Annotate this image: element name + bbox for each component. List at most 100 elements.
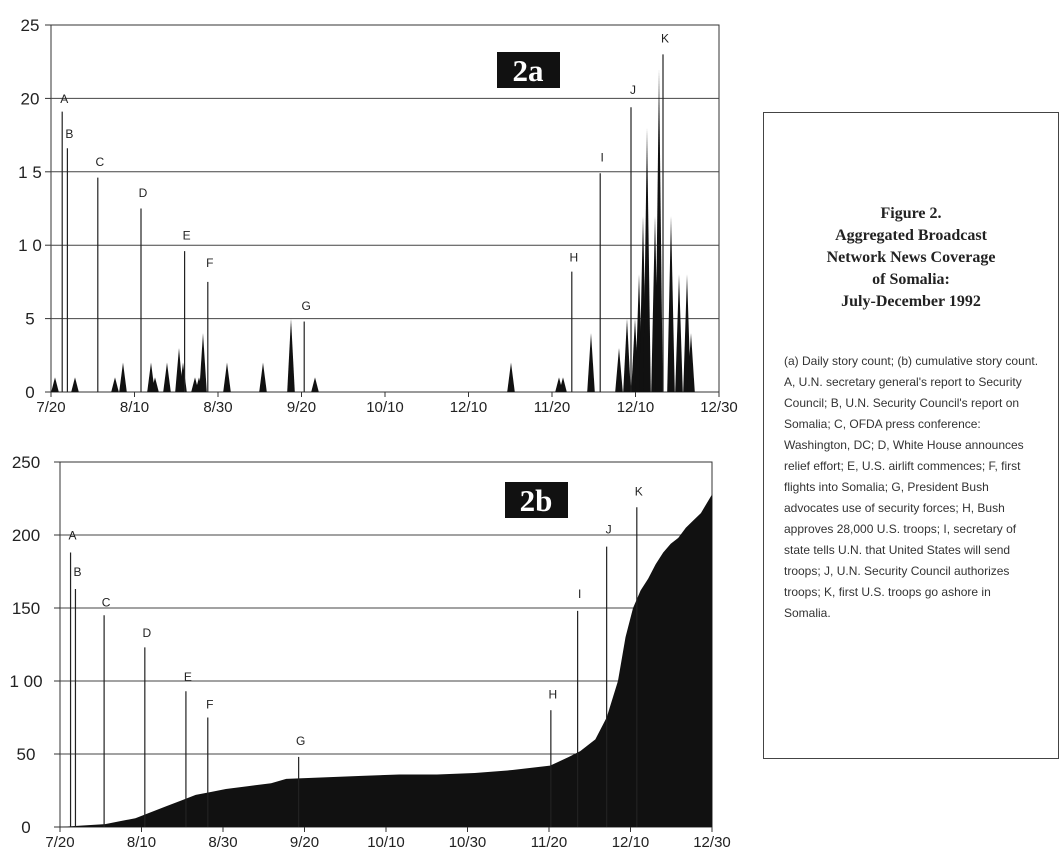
event-marker-label-i: I	[601, 151, 604, 165]
caption-title-line: July-December 1992	[841, 293, 981, 310]
y-tick-label: 200	[12, 526, 40, 545]
markers-2a: A B C D E F G H I J K	[60, 32, 669, 392]
area-2b	[60, 494, 713, 827]
event-marker-label-g: G	[296, 734, 305, 748]
daily-count-spike	[615, 347, 623, 392]
x-tick-label: 8/10	[120, 399, 149, 416]
x-tick-label: 12/30	[700, 399, 738, 416]
event-marker-label-a: A	[69, 528, 77, 542]
x-tick-label: 10/10	[366, 399, 404, 416]
panel-tag-bg-2a	[497, 52, 560, 88]
x-tick-label: 11/20	[534, 399, 570, 416]
daily-count-spike	[71, 377, 79, 392]
daily-count-spike	[643, 127, 651, 392]
daily-count-spike	[667, 215, 675, 392]
panel-tag-2b: 2b	[520, 483, 553, 518]
x-tick-label: 11/20	[531, 834, 567, 851]
x-tick-label: 9/20	[290, 834, 319, 851]
event-marker-label-k: K	[635, 485, 643, 499]
x-tick-label: 12/10	[617, 399, 655, 416]
daily-count-spike	[559, 377, 567, 392]
x-axis-2b: 7/20 8/10 8/30 9/20 10/10 10/30 11/20 12/10 12/3…	[45, 827, 731, 851]
y-tick-label: 50	[17, 745, 36, 764]
event-marker-label-f: F	[206, 256, 213, 270]
daily-count-spike	[623, 318, 631, 392]
daily-count-spike	[655, 69, 663, 392]
caption-title-line: Figure 2.	[880, 205, 942, 222]
y-tick-label: 0	[25, 383, 34, 402]
y-tick-label: 250	[12, 453, 40, 472]
y-axis-2a: 0 5 1 0 1 5 20 25	[18, 16, 51, 402]
x-tick-label: 8/30	[203, 399, 232, 416]
event-marker-label-a: A	[60, 92, 68, 106]
x-tick-label: 12/30	[693, 834, 731, 851]
event-marker-label-b: B	[73, 565, 81, 579]
y-tick-label: 1 0	[18, 236, 42, 255]
daily-count-spike	[287, 318, 295, 392]
y-axis-2b: 0 50 1 00 150 200 250	[9, 453, 60, 837]
y-tick-label: 20	[21, 89, 40, 108]
y-tick-label: 0	[21, 818, 30, 837]
x-tick-label: 7/20	[45, 834, 74, 851]
daily-count-spike	[507, 362, 515, 392]
event-marker-label-k: K	[661, 32, 669, 46]
figure-caption-body: (a) Daily story count; (b) cumulative st…	[784, 354, 1039, 620]
caption-title-line: of Somalia:	[872, 271, 950, 288]
panel-tag-2a: 2a	[513, 53, 545, 88]
y-tick-label: 1 00	[9, 672, 42, 691]
y-tick-label: 5	[25, 310, 34, 329]
daily-count-spike	[223, 362, 231, 392]
event-marker-label-d: D	[139, 186, 148, 200]
panel-tag-bg-2b	[505, 482, 568, 518]
figure-caption-title: Figure 2. Aggregated Broadcast Network N…	[764, 203, 1058, 313]
area-2a	[51, 69, 695, 392]
event-marker-label-f: F	[206, 698, 213, 712]
event-marker-label-e: E	[184, 670, 192, 684]
daily-count-spike	[111, 377, 119, 392]
daily-count-spike	[687, 333, 695, 392]
daily-count-spike	[675, 274, 683, 392]
event-marker-label-j: J	[606, 523, 612, 537]
caption-title-line: Network News Coverage	[826, 249, 996, 266]
y-tick-label: 25	[21, 16, 40, 35]
daily-count-spike	[51, 377, 59, 392]
x-tick-label: 10/10	[367, 834, 405, 851]
grid-2a	[51, 97, 719, 320]
caption-title-line: Aggregated Broadcast	[835, 227, 987, 244]
event-marker-label-c: C	[102, 596, 111, 610]
x-tick-label: 7/20	[36, 399, 65, 416]
y-tick-label: 150	[12, 599, 40, 618]
plot-frame-2a	[50, 24, 720, 393]
y-tick-label: 1 5	[18, 163, 42, 182]
daily-count-spike	[311, 377, 319, 392]
daily-count-spike	[259, 362, 267, 392]
event-marker-label-j: J	[630, 83, 636, 97]
cumulative-area	[60, 494, 713, 827]
event-marker-label-c: C	[95, 155, 104, 169]
x-tick-label: 8/10	[127, 834, 156, 851]
x-tick-label: 12/10	[612, 834, 650, 851]
daily-count-spike	[683, 274, 691, 392]
figure-caption-box: Figure 2. Aggregated Broadcast Network N…	[763, 112, 1059, 759]
event-marker-label-h: H	[569, 250, 578, 264]
event-marker-label-d: D	[142, 626, 151, 640]
panel-2b: A B C D EF G H I J K 0 50 1 00 150 200 250 7/20 8/10 8/3…	[9, 453, 730, 851]
x-tick-label: 8/30	[208, 834, 237, 851]
event-marker-label-i: I	[578, 587, 581, 601]
x-axis-2a: 7/20 8/10 8/30 9/20 10/10 12/10 11/20 12/10 12/3…	[36, 392, 738, 416]
daily-count-spike	[151, 377, 159, 392]
event-marker-label-b: B	[65, 127, 73, 141]
markers-2b: A B C D EF G H I J K	[69, 485, 643, 827]
event-marker-label-e: E	[183, 228, 191, 242]
daily-count-spike	[119, 362, 127, 392]
daily-count-spike	[147, 362, 155, 392]
daily-count-spike	[587, 333, 595, 392]
event-marker-label-h: H	[549, 688, 558, 702]
x-tick-label: 12/10	[450, 399, 488, 416]
daily-count-spike	[199, 333, 207, 392]
x-tick-label: 10/30	[449, 834, 487, 851]
x-tick-label: 9/20	[287, 399, 316, 416]
daily-count-spike	[163, 362, 171, 392]
